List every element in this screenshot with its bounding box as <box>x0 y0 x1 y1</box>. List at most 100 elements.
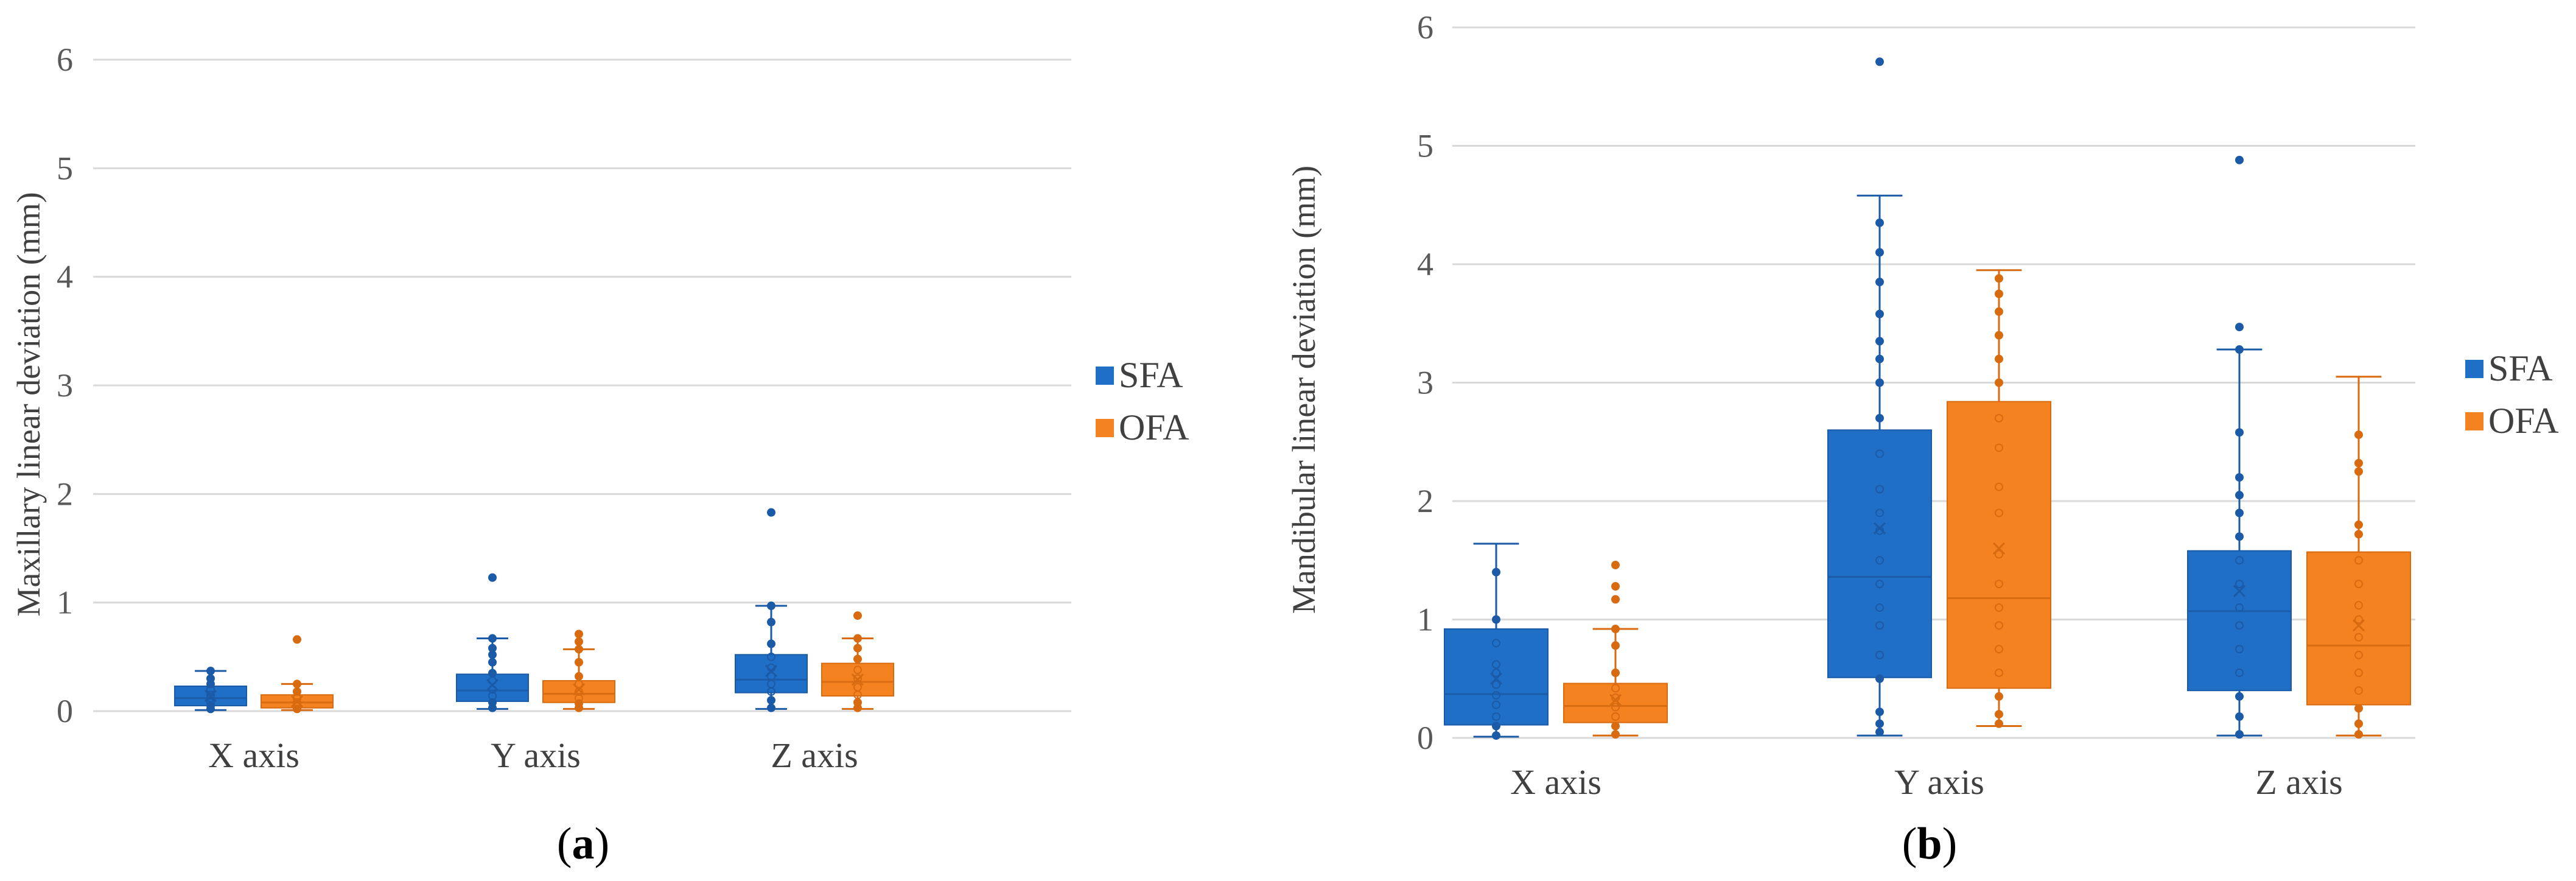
mean-marker <box>1992 542 2006 555</box>
box-a-sfa-0 <box>174 667 247 714</box>
iqr-box <box>2187 550 2292 692</box>
data-point <box>2235 473 2244 482</box>
data-point <box>1995 331 2003 340</box>
data-point <box>575 693 583 703</box>
data-point <box>1875 485 1884 494</box>
data-point <box>488 692 497 701</box>
data-point <box>1875 413 1884 423</box>
outlier-point <box>853 611 862 620</box>
data-point <box>767 617 775 627</box>
panel-b-mandibular-chart: 0 1 2 3 4 5 6 Mandibular linear deviation (mm)… <box>1286 9 2559 869</box>
data-point <box>1492 660 1500 669</box>
data-point <box>1995 307 2003 316</box>
data-point <box>575 658 583 667</box>
y-tick-label-b-1: 1 <box>1417 602 1433 638</box>
panel-a-gridlines <box>93 58 1071 712</box>
data-point <box>1995 413 2003 423</box>
data-point <box>2235 669 2244 678</box>
data-point <box>1875 526 1884 535</box>
panel-b-y-ticks: 0 1 2 3 4 5 6 <box>1417 9 1433 756</box>
y-tick-label-b-6: 6 <box>1417 9 1433 46</box>
outlier-point <box>1875 57 1884 66</box>
data-point <box>1611 712 1620 721</box>
data-point <box>1611 721 1620 731</box>
data-point <box>2235 508 2244 518</box>
panel-b-legend: SFA OFA <box>2465 348 2559 441</box>
data-point <box>1995 621 2003 630</box>
data-point <box>1995 274 2003 283</box>
panel-a-category-labels: X axis Y axis Z axis <box>208 735 858 775</box>
data-point <box>1995 508 2003 518</box>
data-point <box>1875 556 1884 565</box>
y-tick-label-b-0: 0 <box>1417 720 1433 756</box>
legend-a-ofa-label: OFA <box>1119 407 1189 448</box>
iqr-box <box>735 654 808 693</box>
legend-a-sfa-swatch <box>1096 367 1114 385</box>
panel-a-y-ticks: 0 1 2 3 4 5 6 <box>57 41 73 729</box>
box-b-ofa-1 <box>1947 269 2051 728</box>
legend-b-sfa-label: SFA <box>2488 348 2553 388</box>
data-point <box>1875 309 1884 318</box>
data-point <box>1995 669 2003 678</box>
data-point <box>2235 345 2244 354</box>
panel-b-boxes <box>1444 57 2411 740</box>
data-point <box>2354 615 2363 624</box>
data-point <box>2235 645 2244 654</box>
outlier-point <box>488 573 497 582</box>
data-point <box>2235 603 2244 612</box>
data-point <box>1611 693 1620 702</box>
data-point <box>853 674 862 683</box>
data-point <box>767 663 775 672</box>
data-point <box>1995 443 2003 452</box>
data-point <box>2354 467 2363 476</box>
data-point <box>1995 719 2003 728</box>
data-point <box>2354 704 2363 713</box>
data-point <box>1875 603 1884 612</box>
panel-a-legend: SFA OFA <box>1096 355 1189 448</box>
panel-a-caption: (a) <box>557 819 609 869</box>
data-point <box>1995 692 2003 701</box>
box-b-sfa-2 <box>2187 155 2292 739</box>
data-point <box>1611 684 1620 693</box>
data-point <box>1611 669 1620 678</box>
data-point <box>2235 621 2244 630</box>
data-point <box>293 698 301 707</box>
data-point <box>1875 580 1884 589</box>
data-point <box>767 639 775 648</box>
data-point <box>2235 730 2244 739</box>
data-point <box>767 602 775 611</box>
legend-a-ofa-swatch <box>1096 419 1114 437</box>
data-point <box>1995 710 2003 719</box>
panel-a-boxes <box>174 508 894 714</box>
data-point <box>206 674 215 683</box>
box-b-ofa-0 <box>1563 561 1668 739</box>
y-tick-label-a-2: 2 <box>57 476 73 512</box>
data-point <box>575 672 583 681</box>
outlier-point <box>1611 595 1620 604</box>
iqr-box <box>456 673 529 702</box>
data-point <box>1492 712 1500 721</box>
box-a-sfa-1 <box>456 573 529 712</box>
category-label-b-2: Z axis <box>2255 762 2342 802</box>
data-point <box>206 693 215 703</box>
data-point <box>2354 730 2363 739</box>
data-point <box>1492 567 1500 577</box>
data-point <box>853 655 862 664</box>
iqr-box <box>1947 401 2051 689</box>
legend-b-ofa-swatch <box>2465 412 2483 430</box>
data-point <box>2354 530 2363 539</box>
data-point <box>1875 621 1884 630</box>
category-label-a-2: Z axis <box>771 735 858 775</box>
data-point <box>1492 690 1500 700</box>
box-a-ofa-2 <box>821 611 894 712</box>
data-point <box>1492 615 1500 624</box>
mean-marker <box>851 673 864 686</box>
data-point <box>293 687 301 696</box>
data-point <box>488 698 497 707</box>
outlier-point <box>767 508 775 517</box>
data-point <box>1492 731 1500 740</box>
iqr-box <box>1827 429 1932 678</box>
outlier-point <box>1611 582 1620 591</box>
